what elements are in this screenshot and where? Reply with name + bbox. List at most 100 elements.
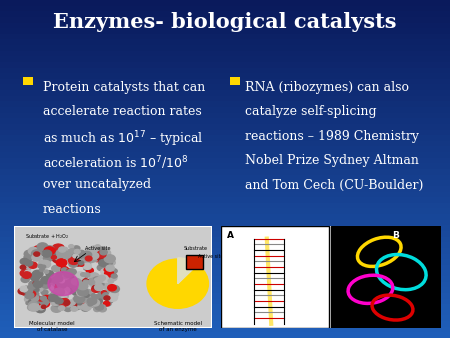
Circle shape [28,301,38,308]
Circle shape [43,255,52,262]
FancyBboxPatch shape [0,242,450,248]
Circle shape [64,271,73,277]
FancyBboxPatch shape [0,17,450,23]
Circle shape [78,295,87,301]
Text: and Tom Cech (CU-Boulder): and Tom Cech (CU-Boulder) [245,178,423,191]
Circle shape [76,298,82,303]
Circle shape [40,299,44,303]
Circle shape [20,265,26,269]
Circle shape [87,298,97,305]
Circle shape [107,270,115,276]
Circle shape [27,249,35,255]
FancyBboxPatch shape [0,62,450,68]
Circle shape [86,268,93,273]
FancyBboxPatch shape [0,175,450,180]
Circle shape [52,298,59,304]
Circle shape [58,291,64,296]
Text: B: B [392,231,399,240]
Circle shape [69,245,74,248]
Circle shape [73,254,78,258]
Circle shape [72,297,80,303]
Circle shape [54,250,63,256]
Circle shape [104,284,112,289]
FancyBboxPatch shape [0,96,450,101]
Circle shape [36,286,43,291]
Circle shape [71,271,77,275]
Circle shape [68,273,73,277]
Text: Substrate + H$_2$O$_2$: Substrate + H$_2$O$_2$ [24,232,69,241]
Circle shape [40,250,47,255]
Circle shape [97,295,102,298]
Circle shape [27,291,36,297]
Circle shape [95,281,104,287]
Circle shape [94,284,104,291]
Circle shape [62,294,68,299]
Circle shape [25,261,33,266]
Circle shape [71,300,80,306]
FancyBboxPatch shape [0,56,450,62]
Circle shape [76,263,81,266]
Circle shape [97,294,103,298]
Circle shape [52,300,57,304]
Circle shape [51,256,56,259]
Circle shape [74,249,80,254]
Circle shape [35,249,43,255]
Circle shape [40,296,46,300]
Circle shape [78,288,89,296]
Circle shape [33,256,39,260]
Circle shape [67,255,77,262]
Circle shape [36,295,40,299]
Circle shape [90,278,99,284]
FancyBboxPatch shape [0,276,450,282]
Circle shape [33,246,44,254]
Circle shape [45,280,50,283]
Circle shape [72,289,80,295]
Circle shape [49,294,58,301]
Circle shape [104,296,110,300]
FancyBboxPatch shape [0,186,450,192]
Circle shape [33,281,43,288]
Circle shape [37,243,48,250]
Circle shape [58,247,66,252]
FancyBboxPatch shape [0,101,450,107]
Circle shape [40,261,47,266]
Text: Nobel Prize Sydney Altman: Nobel Prize Sydney Altman [245,154,419,167]
Circle shape [29,304,39,311]
Circle shape [29,281,39,288]
Circle shape [61,268,68,272]
Wedge shape [178,262,194,284]
Circle shape [36,306,45,313]
Circle shape [53,244,63,251]
Circle shape [78,261,84,265]
Circle shape [68,300,75,305]
Circle shape [40,261,50,268]
FancyBboxPatch shape [0,332,450,338]
Circle shape [29,285,35,289]
Circle shape [108,294,117,301]
Circle shape [33,281,38,285]
FancyBboxPatch shape [230,77,240,85]
Circle shape [97,251,106,258]
Circle shape [78,286,85,290]
FancyBboxPatch shape [0,113,450,118]
Text: catalyze self-splicing: catalyze self-splicing [245,105,377,118]
Text: RNA (ribozymes) can also: RNA (ribozymes) can also [245,81,409,94]
Circle shape [78,286,83,290]
Circle shape [38,297,43,301]
Circle shape [53,300,61,307]
Circle shape [86,303,93,308]
Text: Substrate: Substrate [184,246,208,251]
Ellipse shape [48,272,78,295]
Circle shape [74,295,85,303]
Circle shape [87,301,95,307]
FancyBboxPatch shape [0,34,450,40]
Circle shape [61,284,69,290]
Circle shape [83,280,89,284]
Circle shape [24,287,31,292]
Circle shape [110,276,117,281]
Wedge shape [178,258,198,284]
Text: Enzymes- biological catalysts: Enzymes- biological catalysts [53,12,397,32]
Circle shape [23,272,31,277]
Circle shape [106,270,113,275]
FancyBboxPatch shape [0,248,450,254]
